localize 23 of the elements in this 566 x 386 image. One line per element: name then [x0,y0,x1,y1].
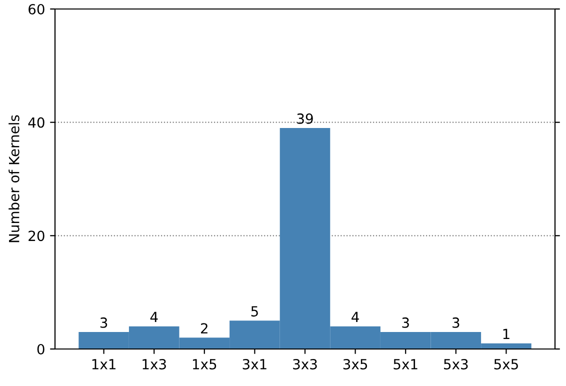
data-label: 4 [150,312,158,322]
y-tick-label: 40 [28,117,44,128]
x-tick-label: 1x5 [192,359,216,370]
data-label: 1 [503,328,510,340]
x-tick-label: 3x1 [242,358,266,370]
data-label: 3 [100,317,108,328]
data-label: 39 [297,113,313,124]
y-tick-label: 20 [28,230,44,242]
data-label: 4 [352,312,359,322]
x-tick-label: 5x3 [444,358,468,370]
x-tick-label: 1x1 [92,359,116,370]
x-tick-label: 5x5 [494,359,518,370]
data-label: 5 [251,306,258,317]
data-label: 3 [452,317,460,328]
x-tick-label: 1x3 [142,358,166,370]
y-tick-label: 60 [28,4,44,14]
data-label: 2 [200,323,208,334]
x-tick-label: 5x1 [394,359,418,370]
y-axis-title: Number of Kernels [8,115,20,242]
y-tick-label: 0 [37,344,44,354]
data-label: 3 [402,317,409,328]
x-tick-label: 3x3 [293,358,317,370]
x-tick-label: 3x5 [343,358,368,370]
